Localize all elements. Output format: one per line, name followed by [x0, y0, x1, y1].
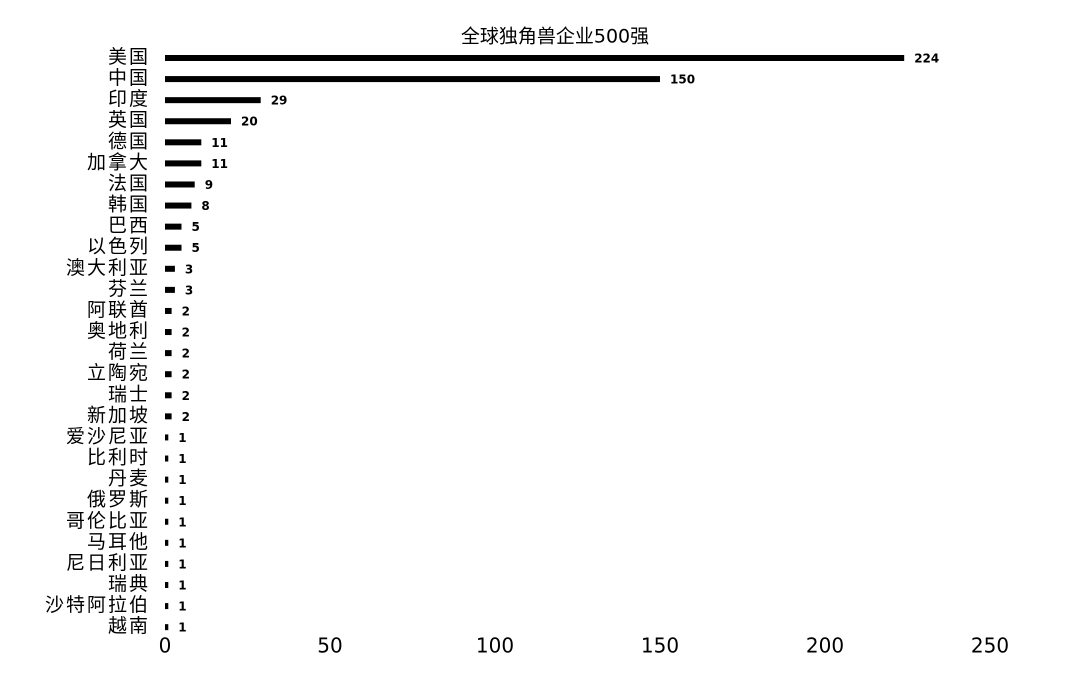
y-tick-label: 巴西	[108, 215, 150, 237]
bar	[165, 223, 182, 230]
value-label: 1	[178, 536, 186, 550]
bar	[165, 413, 172, 420]
y-tick-label: 奥地利	[87, 320, 150, 342]
x-tick-label: 100	[476, 634, 514, 658]
y-tick-label: 瑞典	[108, 573, 150, 595]
y-tick-label: 印度	[108, 88, 150, 110]
y-tick-label: 尼日利亚	[66, 552, 150, 574]
value-label: 2	[182, 304, 190, 318]
x-tick-label: 50	[317, 634, 342, 658]
bar	[165, 307, 172, 314]
y-tick-label: 丹麦	[108, 468, 150, 490]
bar	[165, 286, 175, 293]
y-tick-label: 越南	[108, 615, 150, 637]
bar	[165, 624, 169, 631]
chart-title: 全球独角兽企业500强	[461, 26, 649, 48]
value-label: 1	[178, 431, 186, 445]
bar	[165, 350, 172, 357]
value-label: 11	[211, 136, 228, 150]
y-tick-label: 爱沙尼亚	[66, 425, 150, 447]
x-tick-label: 150	[641, 634, 679, 658]
y-tick-label: 德国	[108, 130, 150, 152]
bar	[165, 392, 172, 399]
x-tick-label: 250	[971, 634, 1009, 658]
bar	[165, 560, 169, 567]
value-label: 3	[185, 283, 193, 297]
bar	[165, 455, 169, 462]
y-tick-label: 芬兰	[108, 278, 150, 300]
value-label: 5	[192, 241, 200, 255]
y-tick-label: 沙特阿拉伯	[45, 594, 150, 616]
y-tick-label: 美国	[108, 46, 150, 68]
bar	[165, 97, 261, 104]
y-tick-label: 澳大利亚	[66, 257, 150, 279]
y-tick-label: 立陶宛	[87, 362, 150, 384]
y-tick-label: 韩国	[108, 194, 150, 216]
value-label: 224	[914, 52, 939, 66]
value-label: 2	[182, 368, 190, 382]
y-tick-label: 马耳他	[87, 531, 150, 553]
y-tick-label: 以色列	[87, 236, 150, 258]
value-label: 1	[178, 452, 186, 466]
bar	[165, 582, 169, 588]
bar	[165, 244, 182, 251]
bar	[165, 55, 905, 61]
y-tick-label: 中国	[108, 67, 150, 89]
bar	[165, 603, 169, 610]
value-label: 1	[178, 515, 186, 529]
bar	[165, 497, 169, 504]
y-tick-label: 瑞士	[108, 383, 150, 405]
value-label: 11	[211, 157, 228, 171]
bar	[165, 539, 169, 546]
value-label: 1	[178, 557, 186, 571]
value-label: 1	[178, 473, 186, 487]
bar	[165, 434, 169, 441]
y-tick-label: 哥伦比亚	[66, 510, 150, 532]
x-tick-label: 200	[806, 634, 844, 658]
value-label: 2	[182, 410, 190, 424]
value-label: 2	[182, 326, 190, 340]
value-label: 1	[178, 494, 186, 508]
value-label: 1	[178, 621, 186, 635]
y-tick-label: 法国	[108, 172, 150, 194]
y-tick-label: 加拿大	[87, 150, 150, 173]
bar	[165, 329, 172, 336]
bar	[165, 265, 175, 272]
value-label: 150	[670, 73, 695, 87]
y-tick-label: 荷兰	[108, 341, 150, 363]
value-label: 9	[205, 178, 213, 192]
value-label: 8	[201, 199, 209, 213]
value-label: 3	[185, 262, 193, 276]
y-tick-label: 阿联酋	[87, 299, 150, 321]
bar	[165, 76, 660, 83]
value-label: 2	[182, 389, 190, 403]
value-label: 1	[178, 600, 186, 614]
value-label: 5	[192, 220, 200, 234]
bar	[165, 518, 169, 525]
bar	[165, 118, 231, 125]
value-label: 29	[271, 94, 288, 108]
bar	[165, 160, 202, 167]
value-label: 1	[178, 579, 186, 593]
x-tick-label: 0	[159, 634, 172, 658]
y-tick-label: 新加坡	[87, 404, 150, 426]
bar	[165, 181, 195, 188]
value-label: 2	[182, 347, 190, 361]
y-tick-label: 俄罗斯	[87, 489, 150, 511]
y-tick-label: 比利时	[87, 447, 150, 469]
bar	[165, 139, 202, 146]
bar	[165, 371, 172, 378]
value-label: 20	[241, 115, 258, 129]
bar	[165, 476, 169, 483]
bar	[165, 202, 192, 209]
y-tick-label: 英国	[108, 109, 150, 131]
